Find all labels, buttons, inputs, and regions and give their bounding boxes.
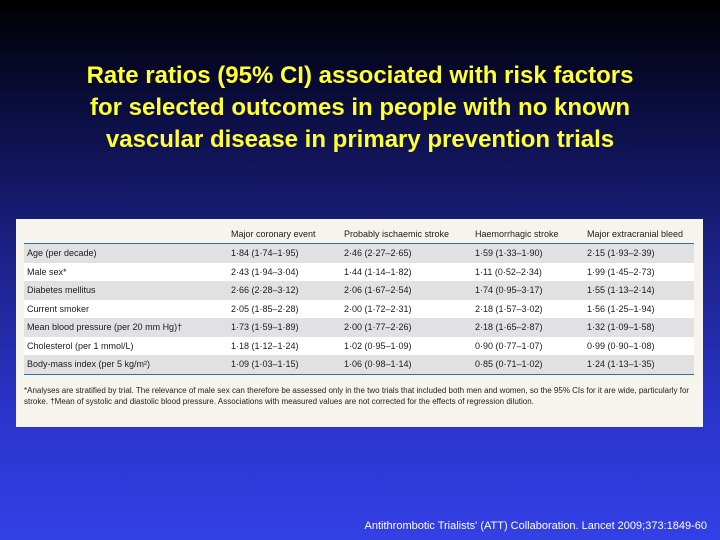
haemorrhagic-stroke-cell: 1·11 (0·52–2·34) — [472, 262, 584, 281]
table-row: Cholesterol (per 1 mmol/L) 1·18 (1·12–1·… — [24, 336, 694, 355]
risk-factor-cell: Male sex* — [24, 262, 228, 281]
risk-factor-cell: Current smoker — [24, 299, 228, 318]
table-row: Male sex* 2·43 (1·94–3·04) 1·44 (1·14–1·… — [24, 262, 694, 281]
coronary-event-cell: 2·43 (1·94–3·04) — [228, 262, 341, 281]
coronary-event-cell: 2·66 (2·28–3·12) — [228, 281, 341, 300]
extracranial-bleed-cell: 2·15 (1·93–2·39) — [584, 243, 694, 263]
extracranial-bleed-cell: 0·99 (0·90–1·08) — [584, 336, 694, 355]
title-line-1: Rate ratios (95% CI) associated with ris… — [86, 62, 634, 89]
table-row: Diabetes mellitus 2·66 (2·28–3·12) 2·06 … — [24, 281, 694, 300]
table-panel: Major coronary event Probably ischaemic … — [16, 219, 703, 427]
risk-factor-cell: Body-mass index (per 5 kg/m²) — [24, 355, 228, 375]
haemorrhagic-stroke-cell: 2·18 (1·65–2·87) — [472, 318, 584, 337]
extracranial-bleed-cell: 1·56 (1·25–1·94) — [584, 299, 694, 318]
ischaemic-stroke-cell: 2·00 (1·72–2·31) — [341, 299, 472, 318]
haemorrhagic-stroke-cell: 0·90 (0·77–1·07) — [472, 336, 584, 355]
coronary-event-cell: 1·18 (1·12–1·24) — [228, 336, 341, 355]
slide-title: Rate ratios (95% CI) associated with ris… — [20, 60, 700, 156]
risk-factor-cell: Mean blood pressure (per 20 mm Hg)† — [24, 318, 228, 337]
ischaemic-stroke-cell: 1·06 (0·98–1·14) — [341, 355, 472, 375]
table-footnote: *Analyses are stratified by trial. The r… — [24, 385, 690, 406]
haemorrhagic-stroke-cell: 0·85 (0·71–1·02) — [472, 355, 584, 375]
coronary-event-cell: 2·05 (1·85–2·28) — [228, 299, 341, 318]
rate-ratio-table: Major coronary event Probably ischaemic … — [24, 225, 694, 375]
haemorrhagic-stroke-cell: 1·74 (0·95–3·17) — [472, 281, 584, 300]
title-line-2: for selected outcomes in people with no … — [89, 94, 631, 121]
haemorrhagic-stroke-cell: 1·59 (1·33–1·90) — [472, 243, 584, 263]
haemorrhagic-stroke-cell: 2·18 (1·57–3·02) — [472, 299, 584, 318]
ischaemic-stroke-cell: 2·00 (1·77–2·26) — [341, 318, 472, 337]
coronary-event-cell: 1·73 (1·59–1·89) — [228, 318, 341, 337]
header-ischaemic-stroke: Probably ischaemic stroke — [341, 225, 472, 244]
risk-factor-cell: Diabetes mellitus — [24, 281, 228, 300]
ischaemic-stroke-cell: 1·02 (0·95–1·09) — [341, 336, 472, 355]
header-extracranial-bleed: Major extracranial bleed — [584, 225, 694, 244]
coronary-event-cell: 1·09 (1·03–1·15) — [228, 355, 341, 375]
header-coronary-event: Major coronary event — [228, 225, 341, 244]
risk-factor-cell: Cholesterol (per 1 mmol/L) — [24, 336, 228, 355]
extracranial-bleed-cell: 1·55 (1·13–2·14) — [584, 281, 694, 300]
header-haemorrhagic-stroke: Haemorrhagic stroke — [472, 225, 584, 244]
title-line-3: vascular disease in primary prevention t… — [105, 126, 615, 153]
table-row: Mean blood pressure (per 20 mm Hg)† 1·73… — [24, 318, 694, 337]
header-risk-factor — [24, 225, 228, 244]
coronary-event-cell: 1·84 (1·74–1·95) — [228, 243, 341, 263]
table-header-row: Major coronary event Probably ischaemic … — [24, 225, 694, 244]
ischaemic-stroke-cell: 2·06 (1·67–2·54) — [341, 281, 472, 300]
extracranial-bleed-cell: 1·32 (1·09–1·58) — [584, 318, 694, 337]
table-row: Age (per decade) 1·84 (1·74–1·95) 2·46 (… — [24, 243, 694, 263]
extracranial-bleed-cell: 1·24 (1·13–1·35) — [584, 355, 694, 375]
risk-factor-cell: Age (per decade) — [24, 243, 228, 263]
citation: Antithrombotic Trialists' (ATT) Collabor… — [364, 520, 707, 532]
ischaemic-stroke-cell: 2·46 (2·27–2·65) — [341, 243, 472, 263]
ischaemic-stroke-cell: 1·44 (1·14–1·82) — [341, 262, 472, 281]
table-row: Body-mass index (per 5 kg/m²) 1·09 (1·03… — [24, 355, 694, 375]
extracranial-bleed-cell: 1·99 (1·45–2·73) — [584, 262, 694, 281]
table-row: Current smoker 2·05 (1·85–2·28) 2·00 (1·… — [24, 299, 694, 318]
